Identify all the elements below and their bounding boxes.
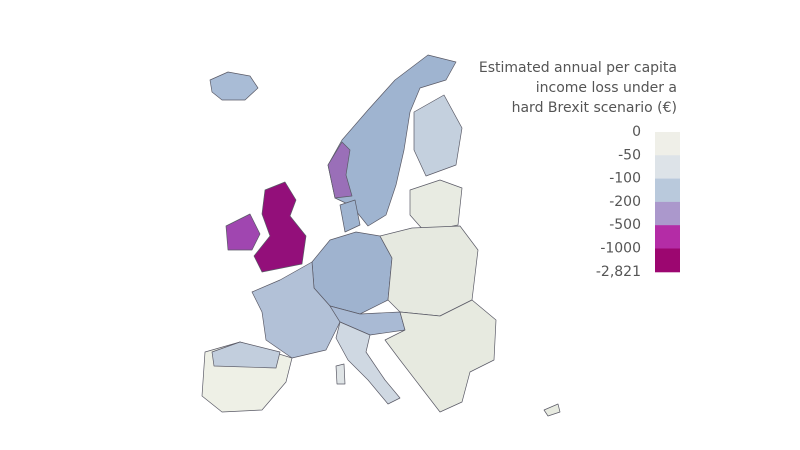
legend-tick-label: -50 [618,147,641,163]
legend-swatch [655,201,680,226]
united-kingdom [253,181,307,273]
europe-map [201,54,561,417]
legend-title-line: income loss under a [536,80,677,96]
legend-swatch [655,132,680,156]
legend-title-line: Estimated annual per capita [479,60,677,76]
legend-title-line: hard Brexit scenario (€) [512,100,677,116]
legend-tick-label: -2,821 [596,264,641,280]
north-spain [211,341,281,369]
legend: Estimated annual per capita income loss … [479,60,680,280]
legend-tick-label: -500 [609,217,641,233]
legend-swatch [655,225,680,249]
baltics [409,179,463,233]
east-central [379,225,479,317]
scandinavia [327,54,457,227]
balkans [384,299,497,413]
cyprus [543,403,561,417]
legend-tick-label: -100 [609,171,641,187]
finland [413,94,463,177]
legend-swatch [655,178,680,203]
sardinia [335,363,346,385]
legend-swatch [655,155,680,180]
iceland [209,71,259,101]
legend-tick-label: 0 [632,124,641,140]
italy [335,321,401,405]
norway-west [327,141,353,199]
legend-tick-label: -200 [609,194,641,210]
denmark [339,199,361,233]
legend-tick-label: -1000 [600,241,641,257]
legend-swatch [655,248,680,273]
ireland [225,213,261,251]
